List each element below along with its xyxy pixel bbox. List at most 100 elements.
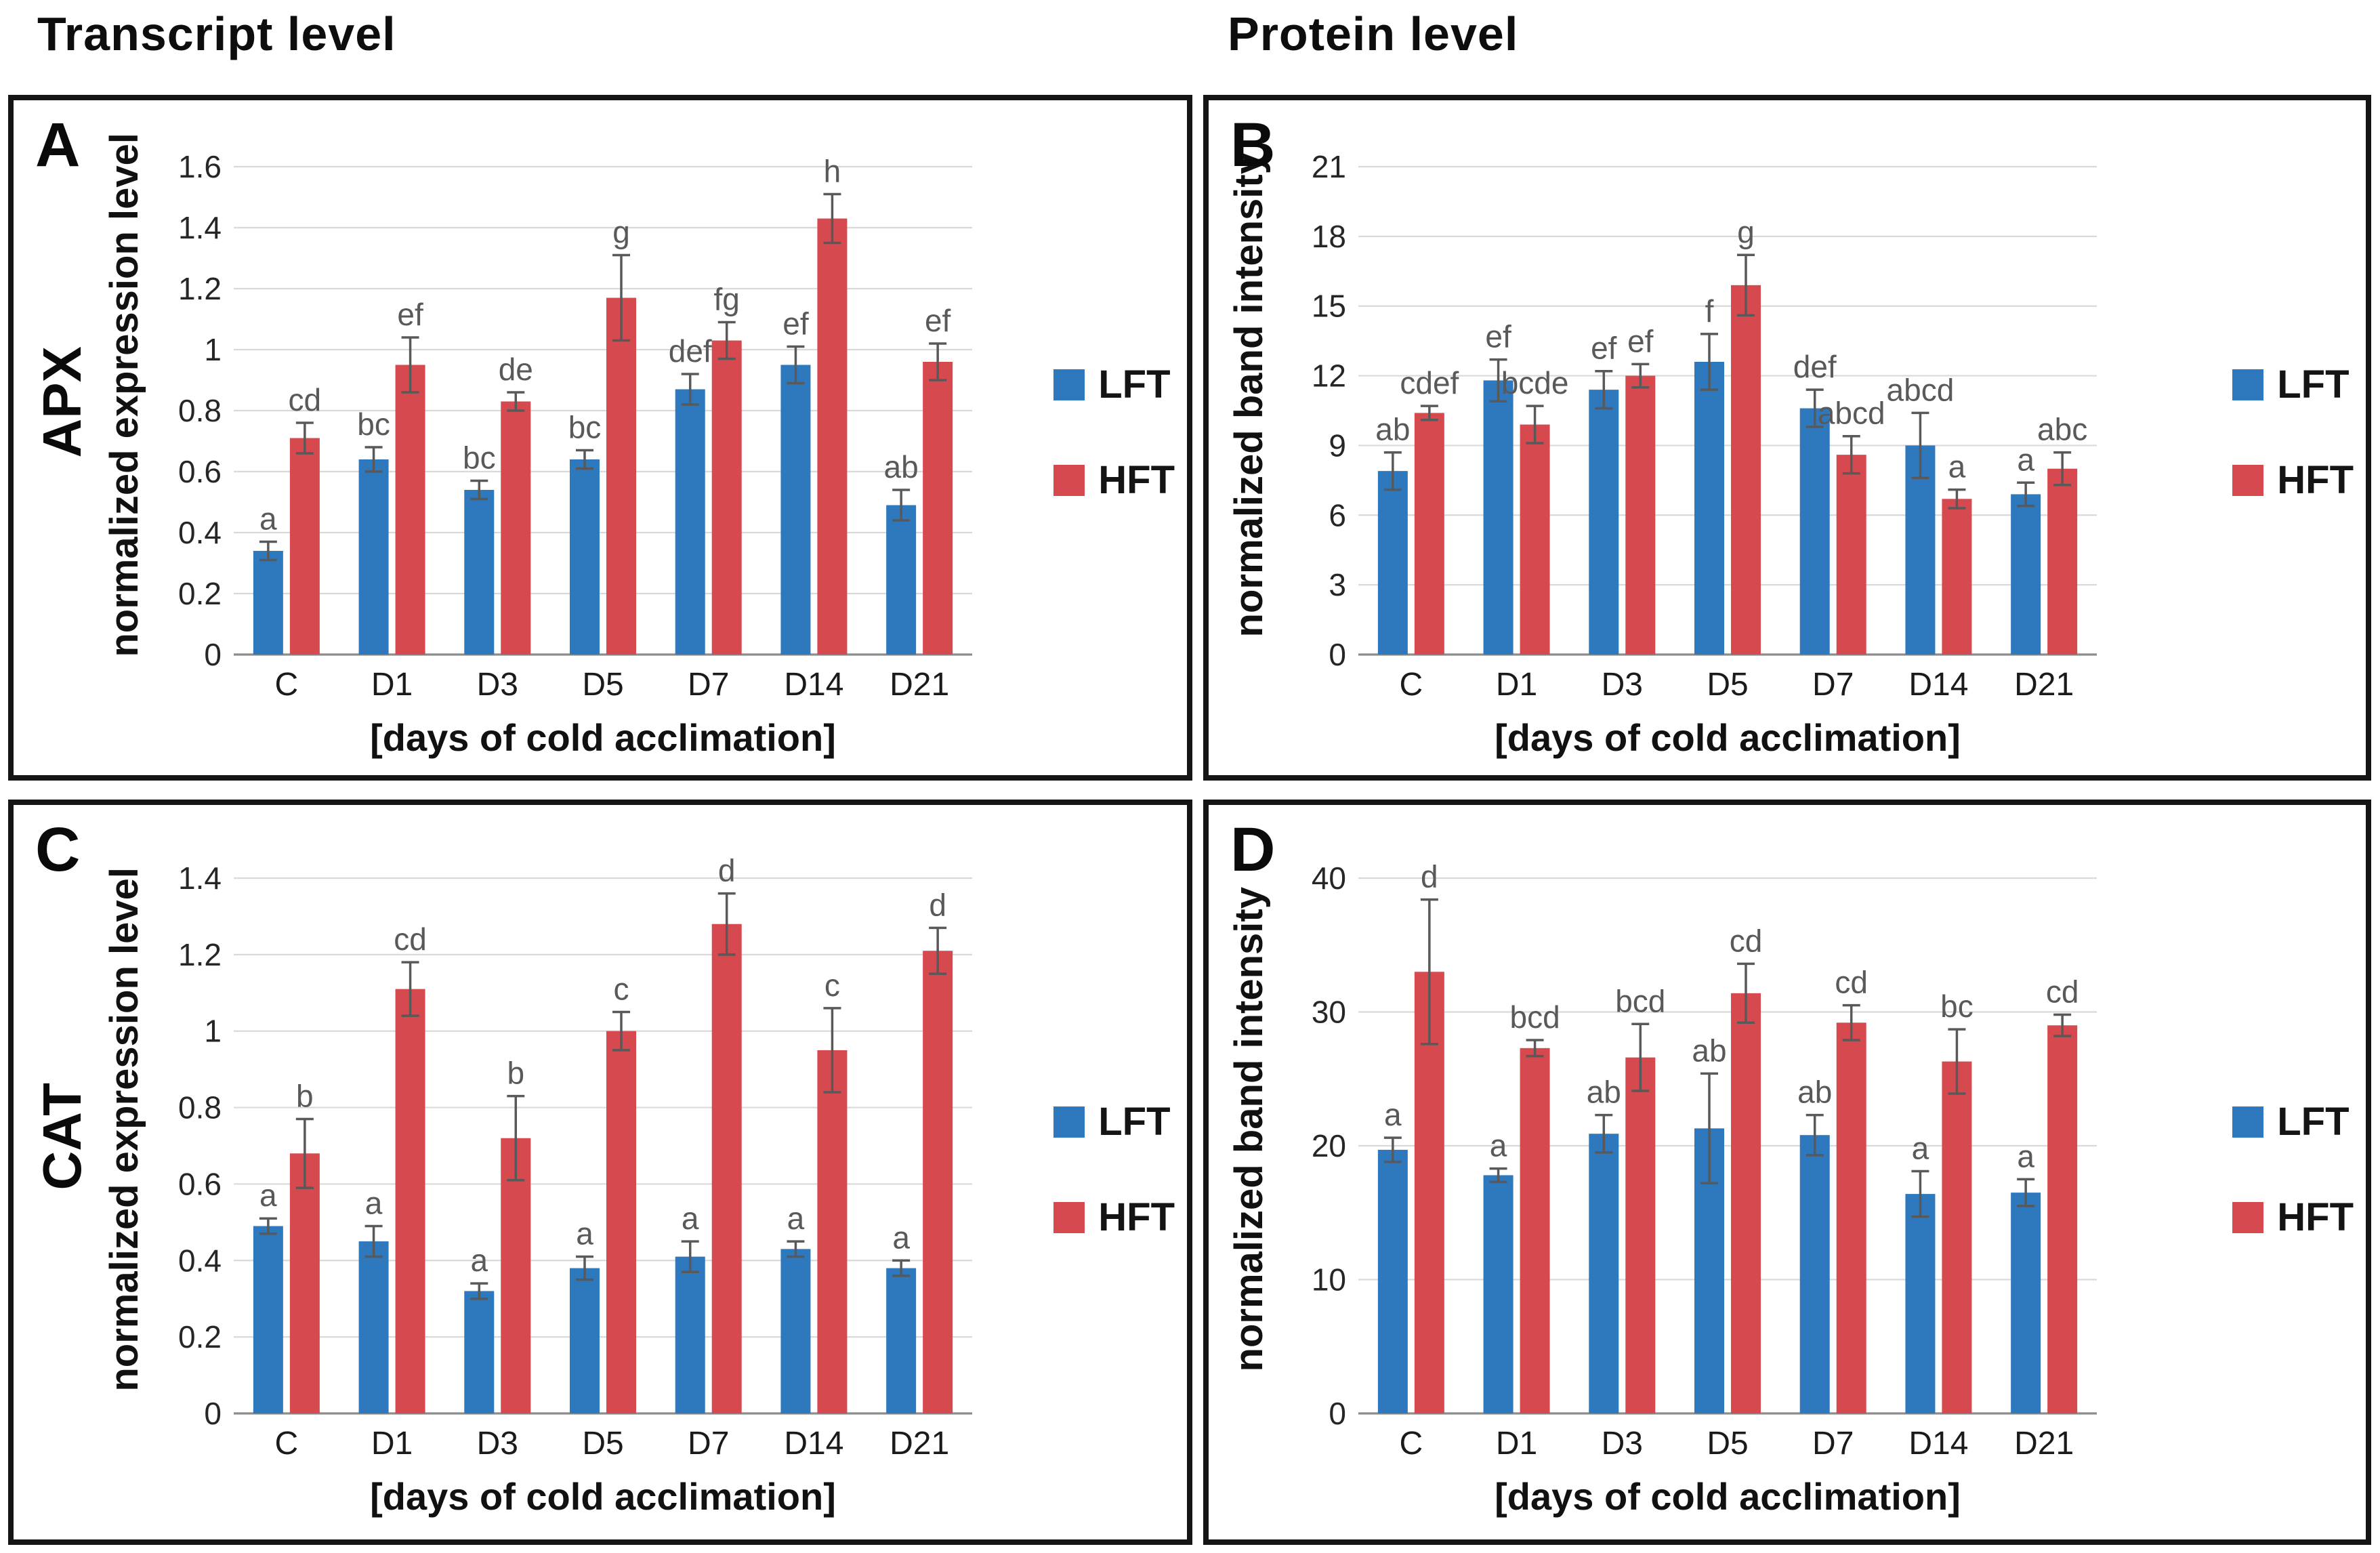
- panel-d: D normalized band intensity 0 10 20 30 40 a d C…: [1203, 800, 2371, 1545]
- legend-label-hft: HFT: [1098, 458, 1175, 502]
- sig-letter: b: [296, 1079, 314, 1114]
- y-tick-label: 30: [1312, 995, 1346, 1030]
- bar-lft-D3: [464, 490, 495, 655]
- lft-swatch: [2232, 1106, 2264, 1138]
- bar-hft-D1: [395, 365, 425, 655]
- legend-item-hft: HFT: [2232, 1195, 2354, 1240]
- lft-swatch: [2232, 369, 2264, 400]
- panel-letter-c: C: [35, 815, 81, 884]
- bar-lft-D21: [886, 505, 917, 655]
- sig-letter: g: [612, 215, 630, 250]
- bar-hft-D1: [395, 989, 425, 1413]
- sig-letter: bc: [1940, 989, 1974, 1024]
- x-category-label: D1: [1496, 667, 1537, 703]
- x-category-label: D14: [784, 667, 843, 703]
- bar-hft-D5: [1731, 285, 1761, 655]
- bar-lft-D21: [886, 1268, 917, 1413]
- y-tick-label: 12: [1312, 358, 1346, 394]
- legend-label-hft: HFT: [1098, 1195, 1175, 1239]
- sig-letter: cd: [289, 382, 322, 417]
- legend-item-lft: LFT: [1053, 362, 1175, 407]
- sig-letter: ef: [925, 303, 951, 338]
- bar-hft-D14: [817, 1050, 848, 1413]
- bar-hft-D1: [1520, 424, 1550, 655]
- bar-chart-cat-transcript: 00.20.40.60.811.21.4abCacdD1abD3acD5adD7…: [178, 853, 972, 1518]
- sig-letter: d: [929, 887, 946, 922]
- bar-lft-D3: [1589, 1134, 1619, 1413]
- sig-letter: de: [499, 352, 533, 387]
- x-category-label: D5: [582, 667, 623, 703]
- sig-letter: bc: [463, 440, 496, 476]
- sig-letter: ab: [1692, 1033, 1726, 1068]
- y-tick-label: 10: [1312, 1262, 1346, 1298]
- legend-item-hft: HFT: [1053, 457, 1175, 503]
- sig-letter: cdef: [1400, 365, 1459, 400]
- y-tick-label: 1: [204, 1014, 222, 1049]
- sig-letter: def: [1793, 349, 1837, 384]
- bar-hft-D1: [1520, 1048, 1550, 1413]
- gene-label-cat: CAT: [32, 1082, 92, 1190]
- x-category-label: D3: [477, 1426, 518, 1462]
- lft-swatch: [1053, 369, 1085, 400]
- bar-hft-C: [289, 1153, 320, 1413]
- bar-lft-D7: [1799, 408, 1830, 655]
- y-tick-label: 9: [1329, 428, 1346, 463]
- x-category-label: C: [1400, 1426, 1423, 1462]
- x-category-label: D3: [1602, 667, 1643, 703]
- sig-letter: a: [1912, 1131, 1929, 1166]
- y-tick-label: 0.4: [178, 515, 222, 550]
- y-tick-label: 0.6: [178, 1166, 222, 1201]
- sig-letter: a: [1384, 1097, 1402, 1132]
- y-tick-label: 6: [1329, 497, 1346, 533]
- sig-letter: a: [1948, 449, 1966, 484]
- sig-letter: abcd: [1818, 396, 1885, 431]
- y-axis-title: normalized band intensity: [1227, 152, 1271, 638]
- sig-letter: c: [824, 968, 840, 1003]
- bar-lft-D7: [675, 1256, 705, 1413]
- panel-letter-b: B: [1230, 110, 1276, 180]
- bar-lft-D14: [1905, 1194, 1936, 1413]
- hft-swatch: [2232, 464, 2264, 496]
- legend-item-hft: HFT: [2232, 457, 2354, 503]
- bar-hft-D5: [606, 297, 636, 655]
- hft-swatch: [1053, 1201, 1085, 1233]
- x-category-label: D1: [1496, 1426, 1537, 1462]
- x-category-label: D3: [477, 667, 518, 703]
- sig-letter: def: [669, 333, 712, 369]
- y-tick-label: 0.4: [178, 1243, 222, 1278]
- x-category-label: C: [1400, 667, 1423, 703]
- sig-letter: ef: [397, 297, 423, 332]
- x-category-label: D14: [1908, 1426, 1968, 1462]
- sig-letter: f: [1705, 293, 1714, 329]
- bar-lft-C: [253, 1226, 283, 1413]
- x-category-label: D5: [1707, 667, 1748, 703]
- bar-lft-D14: [780, 365, 811, 655]
- bar-lft-D3: [1589, 390, 1619, 655]
- x-category-label: D3: [1602, 1426, 1643, 1462]
- sig-letter: ab: [1587, 1075, 1621, 1110]
- legend-label-lft: LFT: [2277, 363, 2350, 407]
- bar-lft-D1: [1483, 1175, 1513, 1413]
- y-tick-label: 1.6: [178, 149, 222, 184]
- y-tick-label: 1.4: [178, 210, 222, 245]
- panel-c: C CAT normalized expression level 0 0.2 0.…: [8, 800, 1192, 1545]
- y-tick-label: 21: [1312, 149, 1346, 184]
- legend-label-lft: LFT: [1098, 1100, 1171, 1144]
- sig-letter: g: [1737, 214, 1755, 249]
- bar-hft-C: [1414, 413, 1444, 655]
- sig-letter: ef: [1485, 319, 1511, 354]
- y-tick-label: 20: [1312, 1128, 1346, 1163]
- bar-lft-D3: [464, 1291, 495, 1413]
- bar-hft-D7: [1836, 1022, 1866, 1413]
- bar-hft-D5: [606, 1031, 636, 1413]
- column-heading-protein-level: Protein level: [1228, 7, 1519, 60]
- sig-letter: a: [1490, 1128, 1507, 1163]
- bar-lft-D1: [358, 1241, 389, 1413]
- sig-letter: ab: [1797, 1075, 1832, 1110]
- bar-hft-D14: [1942, 499, 1972, 655]
- sig-letter: c: [614, 972, 629, 1007]
